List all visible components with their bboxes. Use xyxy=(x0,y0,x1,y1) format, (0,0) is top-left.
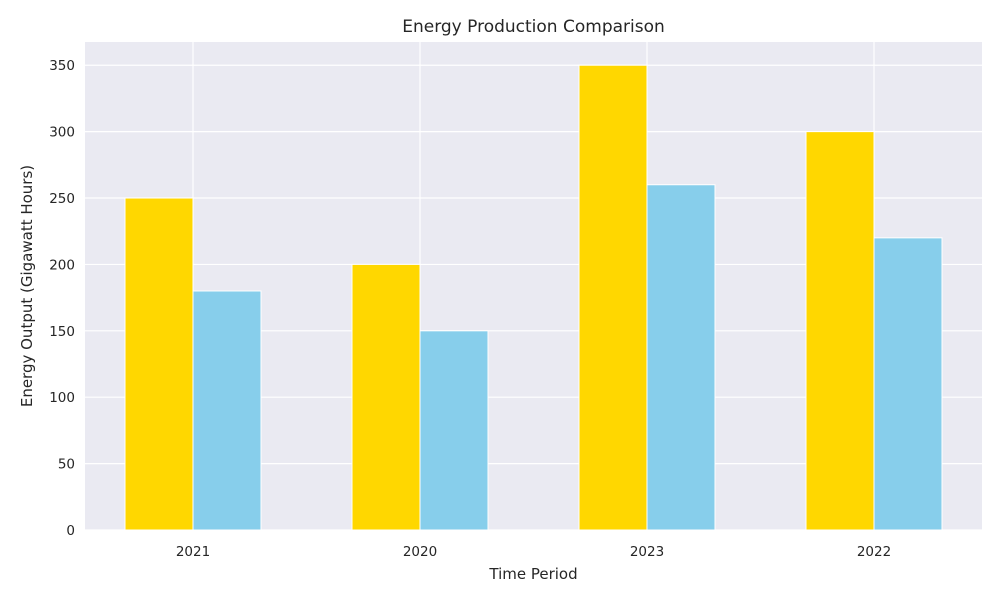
y-tick-label: 200 xyxy=(49,257,75,273)
bar-series-2-2021 xyxy=(192,290,262,531)
x-tick-labels: 2021 2020 2023 2022 xyxy=(176,544,891,560)
bar-series-1-2020 xyxy=(351,263,421,531)
bar-series-1-2023 xyxy=(578,64,648,531)
y-tick-label: 0 xyxy=(66,523,75,539)
y-tick-label: 250 xyxy=(49,191,75,207)
bar-series-2-2023 xyxy=(646,184,716,531)
chart-title: Energy Production Comparison xyxy=(402,17,665,37)
x-tick-label: 2020 xyxy=(403,544,437,560)
bar-series-2-2022 xyxy=(873,237,943,531)
bars-group xyxy=(124,64,943,531)
y-tick-label: 350 xyxy=(49,58,75,74)
x-axis-label: Time Period xyxy=(488,565,577,583)
y-tick-label: 50 xyxy=(58,457,75,473)
x-tick-label: 2021 xyxy=(176,544,210,560)
bar-series-1-2021 xyxy=(124,197,194,531)
x-tick-label: 2023 xyxy=(630,544,664,560)
y-tick-label: 100 xyxy=(49,390,75,406)
x-tick-label: 2022 xyxy=(857,544,891,560)
y-tick-labels: 0 50 100 150 200 250 300 350 xyxy=(49,58,75,539)
y-axis-label: Energy Output (Gigawatt Hours) xyxy=(18,165,36,407)
bar-series-2-2020 xyxy=(419,330,489,531)
y-tick-label: 150 xyxy=(49,324,75,340)
y-tick-label: 300 xyxy=(49,125,75,141)
bar-series-1-2022 xyxy=(805,131,875,531)
